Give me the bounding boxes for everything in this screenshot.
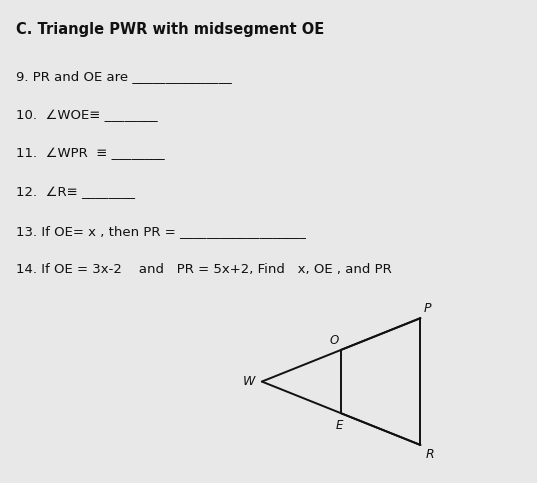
Text: C. Triangle PWR with midsegment OE: C. Triangle PWR with midsegment OE — [16, 22, 324, 37]
Text: 14. If OE = 3x-2    and   PR = 5x+2, Find   x, OE , and PR: 14. If OE = 3x-2 and PR = 5x+2, Find x, … — [16, 263, 392, 276]
Text: O: O — [329, 334, 339, 347]
Text: 10.  ∠WOE≡ ________: 10. ∠WOE≡ ________ — [16, 109, 158, 122]
Text: P: P — [424, 302, 431, 315]
Text: 13. If OE= x , then PR = ___________________: 13. If OE= x , then PR = _______________… — [16, 225, 306, 238]
Text: 9. PR and OE are _______________: 9. PR and OE are _______________ — [16, 70, 232, 83]
Text: R: R — [425, 448, 434, 461]
Text: W: W — [242, 375, 255, 388]
Text: E: E — [336, 419, 343, 432]
Text: 12.  ∠R≡ ________: 12. ∠R≡ ________ — [16, 186, 135, 199]
Text: 11.  ∠WPR  ≡ ________: 11. ∠WPR ≡ ________ — [16, 147, 165, 160]
